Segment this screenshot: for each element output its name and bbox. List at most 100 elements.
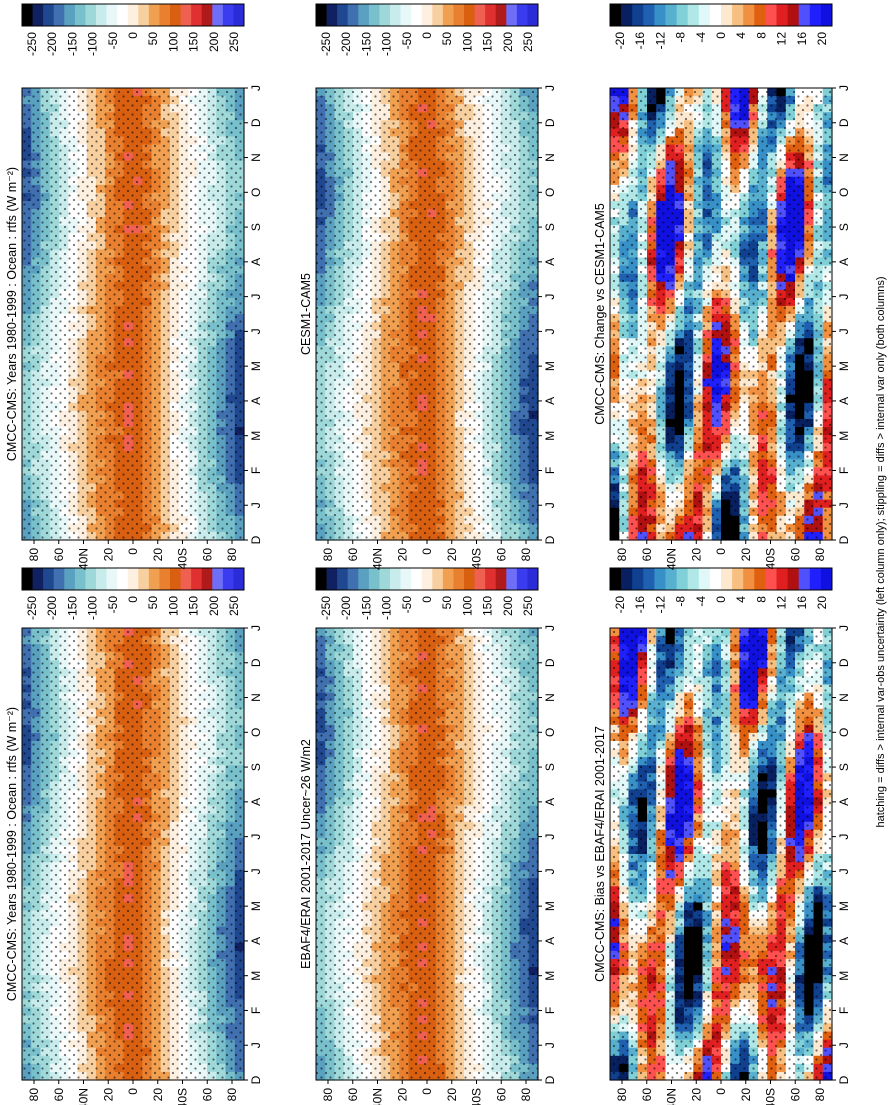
colorbar-swatch [64, 4, 76, 26]
month-tick-label: J [249, 868, 263, 874]
month-tick-label: M [543, 901, 557, 911]
colorbar-swatch [390, 568, 401, 590]
colorbar-swatch [96, 568, 107, 590]
month-tick-label: D [249, 1075, 263, 1084]
month-tick-label: M [249, 901, 263, 911]
colorbar-swatch [117, 568, 129, 590]
chart-panel-1: 80 60 40N 20 0 20 40S 60 80DJFMAMJJASONDJCMCC-CM… [5, 567, 263, 1105]
colorbar-swatch [138, 4, 150, 26]
colorbar-swatch [43, 4, 55, 26]
colorbar-swatch [233, 568, 245, 590]
chart-panel-3: 80 60 40N 20 0 20 40S 60 80DJFMAMJJASONDJCESM1-C… [299, 3, 557, 570]
colorbar-swatch [159, 4, 171, 26]
lat-tick-label: 20 [395, 1088, 409, 1102]
lat-tick-label: 20 [101, 1088, 115, 1102]
month-tick-label: O [543, 728, 557, 737]
colorbar-label: -50 [106, 596, 120, 614]
colorbar-swatch [32, 4, 44, 26]
colorbar-label: 250 [227, 596, 241, 616]
month-tick-label: J [249, 834, 263, 840]
month-tick-label: A [249, 258, 263, 266]
panels-container: 80 60 40N 20 0 20 40S 60 80DJFMAMJJASONDJCMCC-CM… [5, 3, 851, 1105]
colorbar-swatch [516, 568, 528, 590]
colorbar-swatch [148, 4, 160, 26]
chart-title: EBAF4/ERAI 2001-2017 Uncer~26 W/m2 [299, 739, 313, 969]
month-tick-label: S [249, 223, 263, 231]
colorbar-swatch [180, 568, 192, 590]
month-tick-label: J [249, 294, 263, 300]
month-tick-label: D [249, 118, 263, 127]
colorbar-swatch [74, 4, 86, 26]
lat-tick-label: 80 [519, 1088, 533, 1102]
colorbar-swatch [527, 568, 539, 590]
lat-tick-label: 20 [151, 1088, 165, 1102]
lat-tick-label: 60 [200, 548, 214, 562]
stippling-overlay [316, 628, 538, 1080]
month-tick-label: M [249, 971, 263, 981]
colorbar-label: -100 [86, 32, 100, 56]
lat-tick-label: 80 [27, 1088, 41, 1102]
chart-title: CMCC-CMS: Years 1980-1999 : Ocean : rtfs… [5, 167, 19, 461]
colorbar-swatch [64, 568, 76, 590]
lat-tick-label: 40N [371, 1088, 385, 1105]
chart-panel-2: 80 60 40N 20 0 20 40S 60 80DJFMAMJJASONDJEBAF4/E… [299, 567, 557, 1105]
colorbar-swatch [127, 568, 139, 590]
month-tick-label: M [543, 971, 557, 981]
colorbar-frame [21, 3, 245, 27]
colorbar-label: 50 [440, 596, 454, 610]
month-tick-label: J [543, 625, 557, 631]
colorbar-swatch [106, 4, 118, 26]
colorbar-label: 150 [187, 596, 201, 616]
lat-tick-label: 40N [77, 548, 91, 570]
month-tick-label: A [249, 798, 263, 806]
colorbar-label: 100 [460, 596, 474, 616]
month-tick-label: J [543, 868, 557, 874]
colorbar-swatch [326, 568, 338, 590]
colorbar-swatch [74, 568, 86, 590]
lat-tick-label: 60 [494, 1088, 508, 1102]
colorbar-swatch [368, 568, 380, 590]
colorbar-label: -200 [45, 596, 59, 620]
colorbar-swatch [148, 568, 160, 590]
colorbar-swatch [485, 568, 497, 590]
colorbar-label: -100 [86, 596, 100, 620]
colorbar-label: 0 [420, 596, 434, 603]
colorbar-swatch [170, 4, 181, 26]
colorbar-label: 200 [207, 596, 221, 616]
colorbar-swatch [180, 4, 192, 26]
lat-tick-label: 80 [27, 548, 41, 562]
colorbar-swatch [53, 568, 65, 590]
lat-tick-label: 80 [321, 1088, 335, 1102]
lat-tick-label: 40N [77, 1088, 91, 1105]
colorbar-swatch [191, 568, 203, 590]
colorbar-swatch [201, 4, 213, 26]
colorbar-label: -50 [106, 32, 120, 50]
month-tick-label: D [543, 1075, 557, 1084]
colorbar-label: -150 [65, 32, 79, 56]
colorbar-swatch [337, 568, 349, 590]
colorbar-swatch [506, 568, 518, 590]
colorbar-swatch [22, 568, 33, 590]
lat-tick-label: 0 [126, 548, 140, 555]
month-tick-label: J [249, 85, 263, 91]
month-tick-label: A [543, 937, 557, 945]
month-tick-label: S [543, 763, 557, 771]
colorbar-swatch [358, 568, 370, 590]
colorbar-swatch [201, 568, 213, 590]
colorbar-label: 100 [166, 32, 180, 52]
colorbar-swatch [400, 568, 412, 590]
colorbar-label: -200 [45, 32, 59, 56]
month-tick-label: F [543, 1007, 557, 1014]
colorbar-swatch [432, 568, 444, 590]
month-tick-label: J [249, 328, 263, 334]
colorbar-swatch [117, 4, 129, 26]
colorbar-label: 0 [126, 32, 140, 39]
lat-tick-label: 40S [470, 1088, 484, 1105]
colorbar-label: -250 [25, 32, 39, 56]
colorbar-label: -150 [359, 596, 373, 620]
lat-tick-label: 20 [151, 548, 165, 562]
colorbar-swatch [421, 568, 433, 590]
colorbar-swatch [85, 568, 97, 590]
colorbar-label: -200 [339, 596, 353, 620]
month-tick-label: A [249, 397, 263, 405]
